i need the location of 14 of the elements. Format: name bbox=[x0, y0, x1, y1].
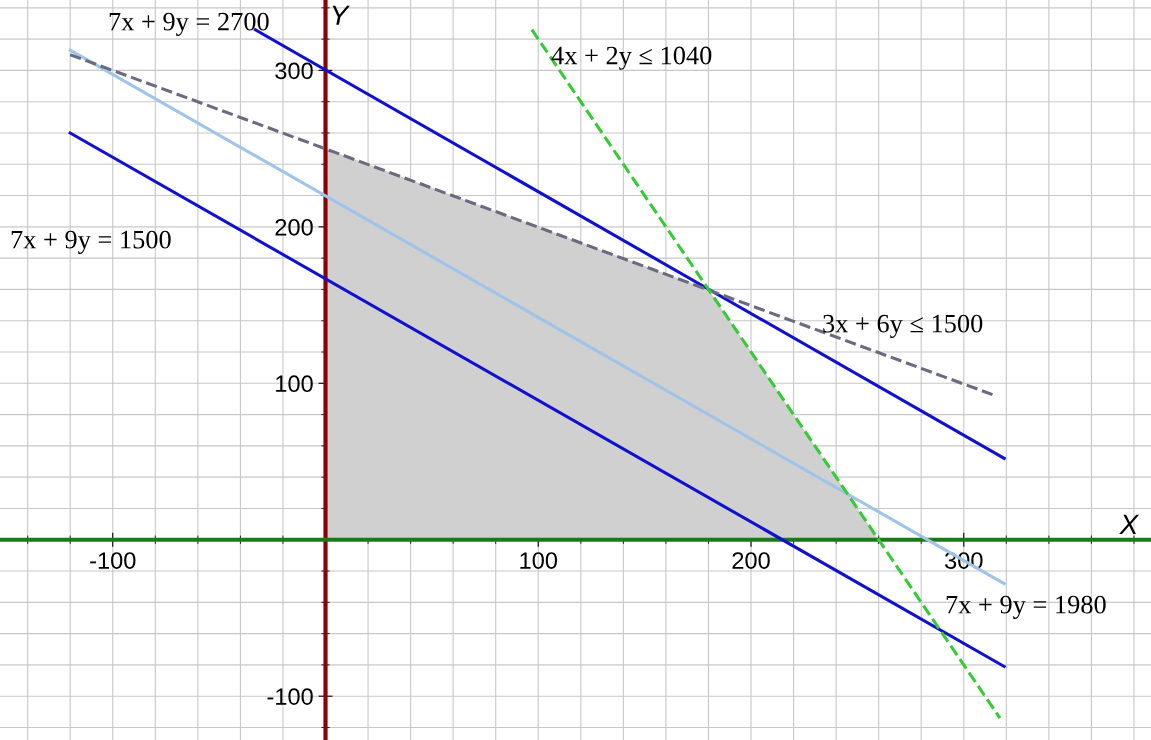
y-axis-title: Y bbox=[332, 5, 350, 25]
y-tick-label: -100 bbox=[267, 688, 313, 705]
x-tick-label: -100 bbox=[90, 552, 136, 569]
annotation: 4x + 2y ≤ 1040 bbox=[551, 46, 712, 70]
x-tick-label: 200 bbox=[732, 552, 770, 569]
annotation: 7x + 9y = 1980 bbox=[946, 595, 1106, 619]
annotation: 7x + 9y = 2700 bbox=[109, 12, 269, 36]
y-tick-label: 200 bbox=[275, 218, 313, 236]
x-axis-title: X bbox=[1119, 514, 1140, 534]
annotation: 3x + 6y ≤ 1500 bbox=[823, 314, 983, 338]
y-tick-label: 300 bbox=[275, 62, 313, 80]
y-tick-label: 100 bbox=[276, 375, 313, 393]
x-tick-label: 100 bbox=[520, 552, 558, 569]
annotation: 7x + 9y = 1500 bbox=[11, 230, 171, 254]
